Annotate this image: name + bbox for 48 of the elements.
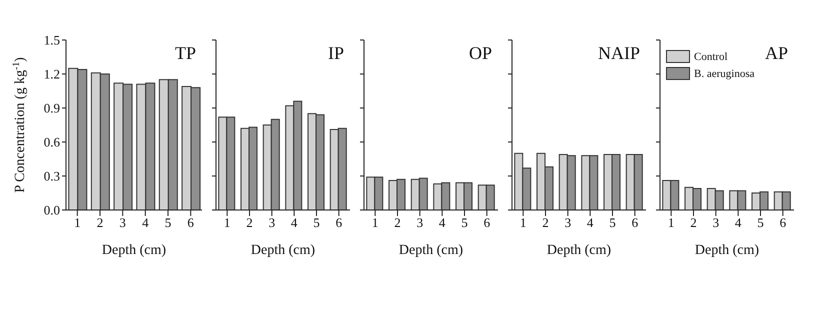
x-tick-label: 4 bbox=[438, 215, 446, 230]
x-tick-label: 3 bbox=[712, 215, 720, 230]
x-tick-label: 1 bbox=[372, 215, 378, 230]
x-tick-label: 2 bbox=[394, 215, 401, 230]
x-tick-label: 2 bbox=[246, 215, 253, 230]
y-tick-label: 0.0 bbox=[44, 202, 60, 218]
x-tick-label: 5 bbox=[609, 215, 616, 230]
y-tick-label: 0.3 bbox=[44, 168, 60, 184]
x-axis-title: Depth (cm) bbox=[250, 243, 316, 258]
x-tick-label: 2 bbox=[690, 215, 697, 230]
x-tick-label: 5 bbox=[164, 215, 172, 230]
chart-title: OP bbox=[468, 42, 492, 64]
y-tick-label: 0.6 bbox=[44, 134, 60, 150]
legend-label: B. aeruginosa bbox=[694, 68, 754, 80]
x-tick-label: 4 bbox=[586, 215, 594, 230]
x-tick-label: 6 bbox=[336, 215, 343, 230]
y-tick-label: 1.2 bbox=[44, 66, 60, 82]
x-tick-label: 6 bbox=[632, 215, 639, 230]
chart-title: AP bbox=[764, 42, 788, 64]
x-tick-label: 4 bbox=[142, 215, 150, 230]
chart-title: TP bbox=[174, 42, 196, 64]
x-tick-label: 5 bbox=[461, 215, 468, 230]
x-axis-title: Depth (cm) bbox=[546, 243, 612, 258]
x-tick-label: 1 bbox=[520, 215, 526, 230]
chart-title: IP bbox=[328, 42, 344, 64]
y-tick-label: 0.9 bbox=[44, 100, 60, 116]
x-tick-label: 3 bbox=[268, 215, 276, 230]
x-tick-label: 2 bbox=[96, 215, 104, 230]
x-tick-label: 4 bbox=[290, 215, 298, 230]
x-axis-title: Depth (cm) bbox=[102, 243, 166, 258]
x-tick-label: 6 bbox=[780, 215, 787, 230]
chart-title: NAIP bbox=[598, 42, 640, 64]
x-tick-label: 5 bbox=[313, 215, 320, 230]
legend-label: Control bbox=[694, 50, 728, 62]
x-tick-label: 3 bbox=[119, 215, 126, 230]
x-tick-label: 3 bbox=[564, 215, 572, 230]
x-tick-label: 1 bbox=[668, 215, 674, 230]
x-axis-title: Depth (cm) bbox=[694, 243, 760, 258]
x-tick-label: 5 bbox=[757, 215, 764, 230]
x-axis-title: Depth (cm) bbox=[398, 243, 464, 258]
x-tick-label: 1 bbox=[74, 215, 81, 230]
x-tick-label: 6 bbox=[187, 215, 194, 230]
x-tick-label: 2 bbox=[542, 215, 549, 230]
x-tick-label: 1 bbox=[224, 215, 230, 230]
y-tick-label: 1.5 bbox=[44, 32, 60, 48]
x-tick-label: 6 bbox=[484, 215, 491, 230]
x-tick-label: 3 bbox=[416, 215, 424, 230]
x-tick-label: 4 bbox=[734, 215, 742, 230]
